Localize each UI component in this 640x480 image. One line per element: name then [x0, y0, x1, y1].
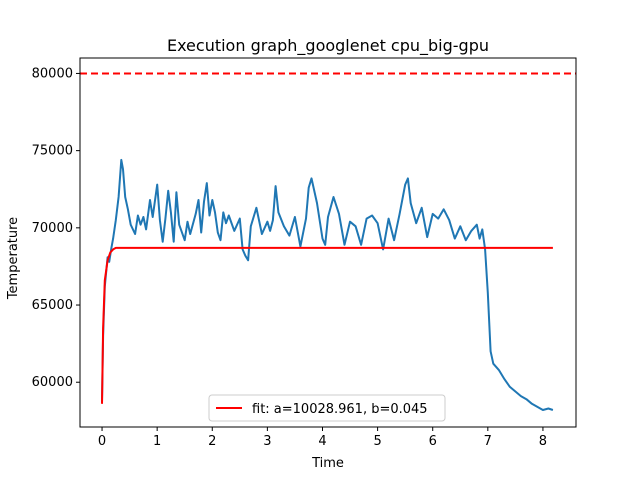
fit-series-line [101, 246, 553, 404]
x-tick-label: 1 [153, 434, 161, 449]
x-axis-label: Time [311, 456, 344, 471]
x-tick-label: 7 [484, 434, 492, 449]
y-tick-label: 65000 [32, 298, 73, 313]
y-tick-label: 60000 [32, 375, 73, 390]
y-axis-label: Temperature [6, 217, 21, 300]
chart-title: Execution graph_googlenet cpu_big-gpu [167, 36, 489, 56]
axes: 0 1 2 3 4 5 6 7 8 60000 65000 70000 75000 80000 [32, 57, 577, 449]
x-tick-label: 2 [208, 434, 216, 449]
x-tick-label: 3 [263, 434, 271, 449]
x-tick-label: 0 [98, 434, 106, 449]
x-tick-label: 5 [373, 434, 381, 449]
legend-box [208, 394, 446, 422]
y-tick-label: 75000 [32, 144, 73, 159]
y-tick-label: 70000 [32, 221, 73, 236]
plot-area [80, 72, 576, 411]
x-tick-label: 6 [429, 434, 437, 449]
legend-label-fit: fit: a=10028.961, b=0.045 [252, 402, 428, 417]
y-tick-label: 80000 [32, 66, 73, 81]
axes-frame [79, 57, 577, 428]
x-tick-label: 4 [318, 434, 326, 449]
legend: fit: a=10028.961, b=0.045 [208, 394, 446, 422]
x-tick-label: 8 [539, 434, 547, 449]
temperature-series-line [101, 158, 554, 411]
